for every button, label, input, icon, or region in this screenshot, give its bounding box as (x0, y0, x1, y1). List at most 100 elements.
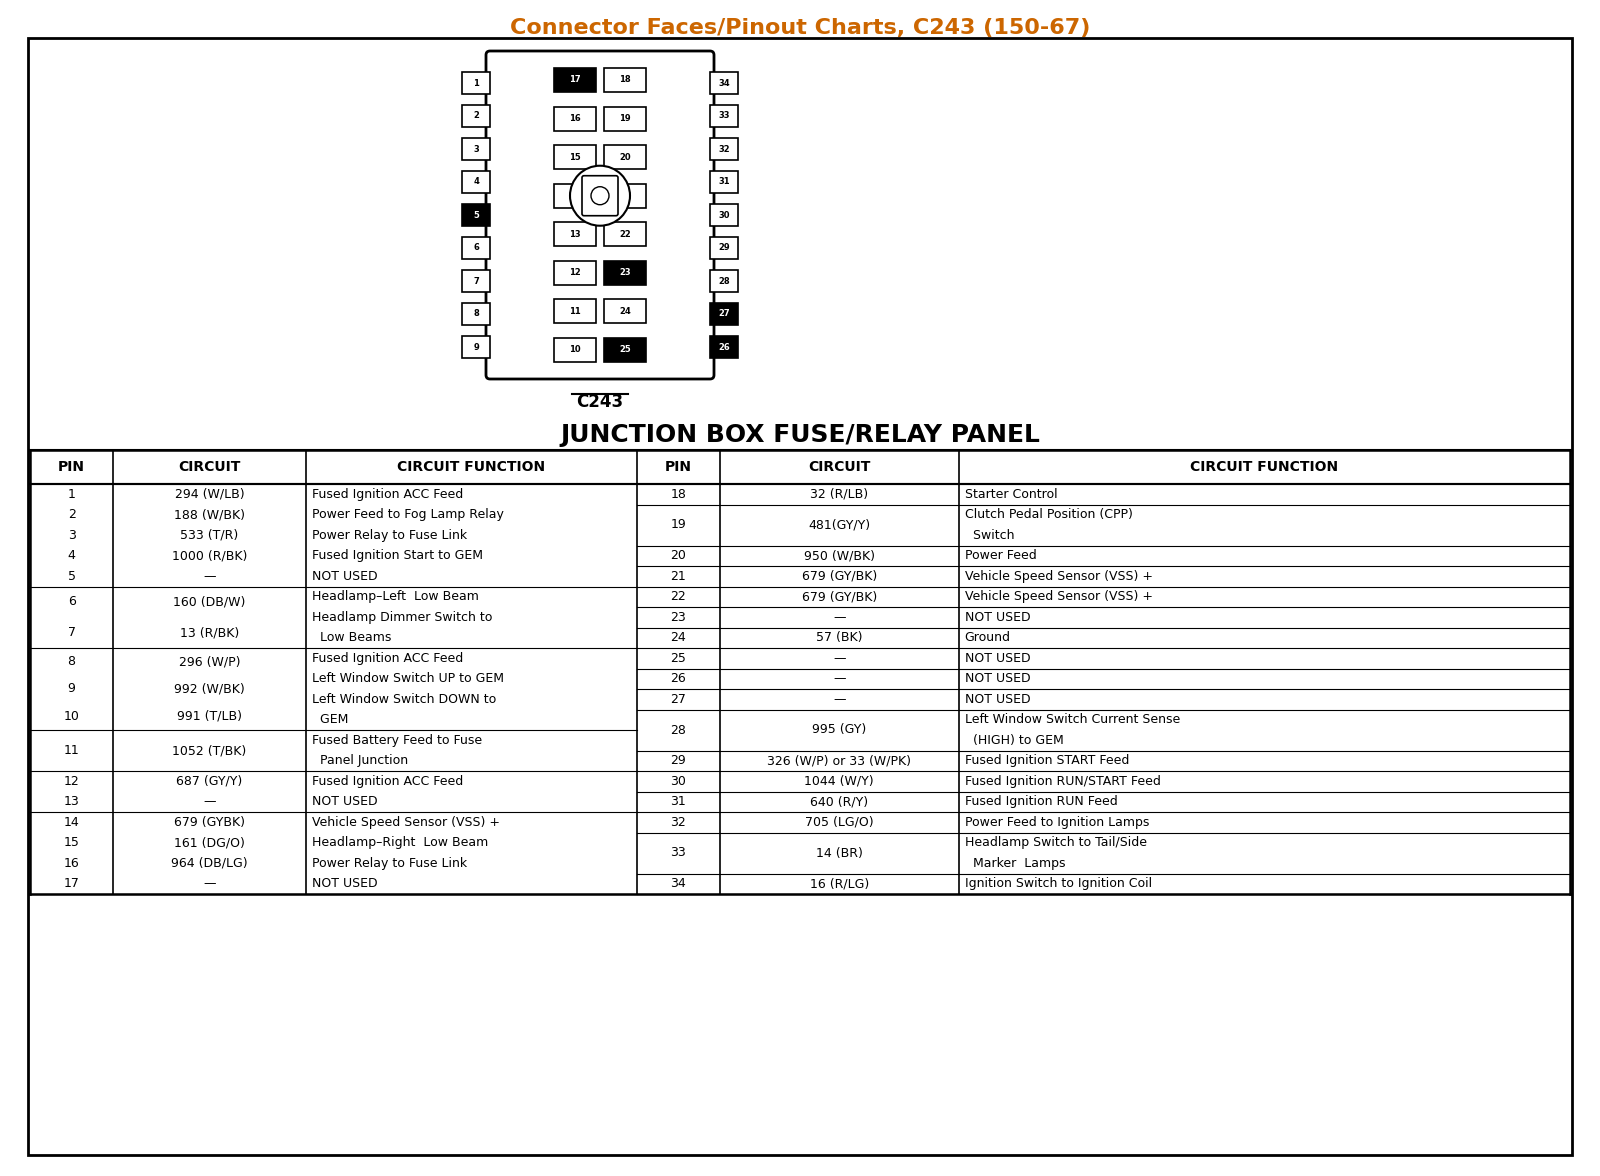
Text: Fused Battery Feed to Fuse: Fused Battery Feed to Fuse (312, 734, 482, 747)
Text: Vehicle Speed Sensor (VSS) +: Vehicle Speed Sensor (VSS) + (965, 569, 1152, 583)
Text: 14: 14 (64, 816, 80, 829)
Bar (554, 107, 595, 131)
Text: 5: 5 (474, 211, 478, 220)
Text: Left Window Switch DOWN to: Left Window Switch DOWN to (312, 693, 496, 706)
Text: 6: 6 (67, 595, 75, 608)
Text: 14 (BR): 14 (BR) (816, 847, 862, 860)
Text: 32: 32 (718, 145, 730, 154)
FancyBboxPatch shape (486, 51, 714, 379)
Bar (554, 222, 595, 246)
Text: 1052 (T/BK): 1052 (T/BK) (173, 744, 246, 757)
Text: JUNCTION BOX FUSE/RELAY PANEL: JUNCTION BOX FUSE/RELAY PANEL (560, 423, 1040, 447)
Text: 23: 23 (619, 268, 630, 278)
Bar (605, 261, 646, 285)
Text: 30: 30 (670, 775, 686, 788)
Text: 24: 24 (670, 632, 686, 644)
Text: 12: 12 (64, 775, 80, 788)
Text: NOT USED: NOT USED (312, 877, 378, 890)
Bar (554, 338, 595, 362)
Text: Fused Ignition START Feed: Fused Ignition START Feed (965, 754, 1130, 767)
Bar (710, 238, 738, 259)
Text: 10: 10 (64, 710, 80, 723)
Text: Ground: Ground (965, 632, 1011, 644)
Text: 11: 11 (570, 307, 581, 316)
Text: —: — (834, 610, 845, 623)
Text: Fused Ignition RUN/START Feed: Fused Ignition RUN/START Feed (965, 775, 1160, 788)
Text: 640 (R/Y): 640 (R/Y) (810, 795, 869, 808)
Text: 950 (W/BK): 950 (W/BK) (803, 549, 875, 562)
Text: PIN: PIN (666, 460, 691, 474)
Text: Power Relay to Fuse Link: Power Relay to Fuse Link (312, 857, 467, 870)
Text: 15: 15 (570, 153, 581, 161)
Text: 679 (GY/BK): 679 (GY/BK) (802, 569, 877, 583)
Text: 4: 4 (474, 178, 478, 187)
Text: Headlamp–Left  Low Beam: Headlamp–Left Low Beam (312, 590, 478, 603)
Text: 32: 32 (670, 816, 686, 829)
Text: NOT USED: NOT USED (965, 693, 1030, 706)
Text: 4: 4 (67, 549, 75, 562)
Text: Left Window Switch Current Sense: Left Window Switch Current Sense (965, 714, 1179, 727)
Text: —: — (834, 652, 845, 664)
Text: 16 (R/LG): 16 (R/LG) (810, 877, 869, 890)
Text: Power Feed to Fog Lamp Relay: Power Feed to Fog Lamp Relay (312, 508, 504, 521)
Text: 13 (R/BK): 13 (R/BK) (179, 626, 238, 639)
Text: 29: 29 (670, 754, 686, 767)
Text: Headlamp Dimmer Switch to: Headlamp Dimmer Switch to (312, 610, 493, 623)
Bar (554, 183, 595, 208)
Bar (462, 336, 490, 358)
Text: CIRCUIT: CIRCUIT (178, 460, 240, 474)
Text: NOT USED: NOT USED (312, 795, 378, 808)
Text: 14: 14 (570, 192, 581, 200)
Text: 2: 2 (474, 112, 478, 120)
Text: 20: 20 (670, 549, 686, 562)
Circle shape (590, 187, 610, 205)
Bar (605, 300, 646, 323)
Bar (462, 238, 490, 259)
Text: 5: 5 (67, 569, 75, 583)
Bar (710, 270, 738, 292)
Text: 31: 31 (670, 795, 686, 808)
Text: Power Relay to Fuse Link: Power Relay to Fuse Link (312, 529, 467, 542)
Text: 22: 22 (670, 590, 686, 603)
Text: 28: 28 (718, 276, 730, 286)
Bar (710, 105, 738, 127)
Text: 3: 3 (474, 145, 478, 154)
Text: Vehicle Speed Sensor (VSS) +: Vehicle Speed Sensor (VSS) + (312, 816, 499, 829)
Text: 25: 25 (619, 346, 630, 354)
Text: Connector Faces/Pinout Charts, C243 (150-67): Connector Faces/Pinout Charts, C243 (150… (510, 18, 1090, 38)
Text: 995 (GY): 995 (GY) (813, 723, 866, 736)
Text: Clutch Pedal Position (CPP): Clutch Pedal Position (CPP) (965, 508, 1133, 521)
Text: Low Beams: Low Beams (312, 632, 390, 644)
Bar (462, 72, 490, 94)
Text: Switch: Switch (965, 529, 1014, 542)
Text: 705 (LG/O): 705 (LG/O) (805, 816, 874, 829)
Text: 19: 19 (619, 114, 630, 123)
Bar (605, 145, 646, 169)
Text: 31: 31 (718, 178, 730, 187)
Text: PIN: PIN (58, 460, 85, 474)
Bar (554, 145, 595, 169)
Text: Left Window Switch UP to GEM: Left Window Switch UP to GEM (312, 673, 504, 686)
Bar (710, 303, 738, 325)
Text: 18: 18 (619, 75, 630, 85)
Text: 26: 26 (670, 673, 686, 686)
Text: 57 (BK): 57 (BK) (816, 632, 862, 644)
Text: 326 (W/P) or 33 (W/PK): 326 (W/P) or 33 (W/PK) (768, 754, 912, 767)
Text: 21: 21 (670, 569, 686, 583)
Text: 20: 20 (619, 153, 630, 161)
Text: 32 (R/LB): 32 (R/LB) (810, 488, 869, 501)
Bar (554, 300, 595, 323)
Text: 188 (W/BK): 188 (W/BK) (174, 508, 245, 521)
Bar (710, 171, 738, 193)
Text: Power Feed to Ignition Lamps: Power Feed to Ignition Lamps (965, 816, 1149, 829)
Text: C243: C243 (576, 393, 624, 410)
Bar (462, 303, 490, 325)
Text: 22: 22 (619, 229, 630, 239)
Text: 9: 9 (474, 342, 478, 352)
Bar (710, 203, 738, 226)
Bar (462, 171, 490, 193)
Text: 17: 17 (570, 75, 581, 85)
Text: Fused Ignition ACC Feed: Fused Ignition ACC Feed (312, 652, 462, 664)
Text: Fused Ignition RUN Feed: Fused Ignition RUN Feed (965, 795, 1117, 808)
Text: 7: 7 (474, 276, 478, 286)
